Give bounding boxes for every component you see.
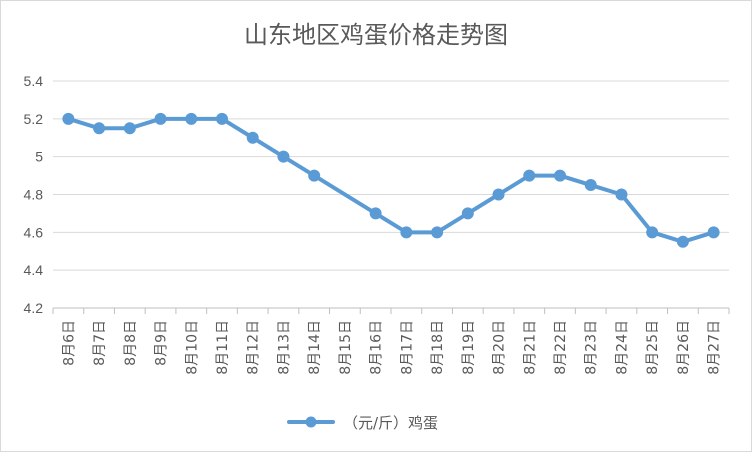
data-point bbox=[369, 207, 382, 220]
legend-marker-icon bbox=[305, 416, 317, 428]
data-point bbox=[216, 112, 228, 125]
x-tick-label: 8月13日 bbox=[276, 320, 292, 375]
x-tick-label: 8月16日 bbox=[369, 320, 385, 375]
data-point bbox=[646, 226, 659, 239]
data-point bbox=[615, 188, 628, 201]
series-line bbox=[66, 116, 317, 178]
x-tick-label: 8月17日 bbox=[399, 320, 415, 375]
data-point bbox=[62, 112, 75, 125]
x-tick-label: 8月15日 bbox=[338, 320, 354, 375]
x-tick-label: 8月27日 bbox=[707, 320, 723, 375]
x-tick-label: 8月20日 bbox=[492, 320, 508, 375]
y-tick-label: 4.2 bbox=[24, 300, 44, 316]
y-tick-label: 4.4 bbox=[24, 262, 44, 278]
y-tick-label: 5.4 bbox=[24, 73, 44, 89]
data-point bbox=[93, 122, 106, 135]
data-point bbox=[461, 207, 474, 220]
data-point bbox=[246, 131, 259, 144]
x-tick-label: 8月21日 bbox=[522, 320, 538, 375]
y-tick-label: 5 bbox=[35, 149, 43, 165]
data-point bbox=[676, 235, 689, 248]
x-tick-label: 8月25日 bbox=[645, 320, 661, 375]
x-tick-label: 8月18日 bbox=[430, 320, 446, 375]
y-tick-label: 4.8 bbox=[24, 187, 44, 203]
data-point bbox=[554, 169, 566, 182]
x-tick-label: 8月24日 bbox=[614, 320, 630, 375]
x-tick-label: 8月12日 bbox=[246, 320, 262, 375]
series-line-gap-connector bbox=[312, 173, 378, 216]
data-point bbox=[492, 188, 505, 201]
y-tick-label: 4.6 bbox=[24, 224, 44, 240]
legend-label: （元/斤）鸡蛋 bbox=[343, 414, 438, 432]
x-tick-label: 8月19日 bbox=[461, 320, 477, 375]
data-point bbox=[431, 226, 444, 239]
data-point bbox=[523, 169, 536, 182]
chart-title: 山东地区鸡蛋价格走势图 bbox=[244, 21, 508, 49]
x-tick-label: 8月14日 bbox=[307, 320, 323, 375]
x-tick-label: 8月22日 bbox=[553, 320, 569, 375]
data-point bbox=[154, 112, 167, 125]
x-tick-label: 8月7日 bbox=[92, 320, 108, 366]
data-point bbox=[584, 179, 597, 192]
data-point bbox=[308, 169, 321, 182]
x-tick-label: 8月11日 bbox=[215, 320, 231, 375]
data-point bbox=[277, 150, 290, 163]
x-tick-label: 8月26日 bbox=[676, 320, 692, 375]
data-point bbox=[185, 112, 198, 125]
x-tick-label: 8月9日 bbox=[154, 320, 170, 366]
data-point bbox=[707, 226, 720, 239]
x-tick-label: 8月10日 bbox=[184, 320, 200, 375]
data-point bbox=[400, 226, 413, 239]
y-tick-label: 5.2 bbox=[24, 111, 44, 127]
x-tick-label: 8月23日 bbox=[584, 320, 600, 375]
x-tick-label: 8月6日 bbox=[61, 320, 77, 366]
data-point bbox=[123, 122, 136, 135]
x-tick-label: 8月8日 bbox=[123, 320, 139, 366]
